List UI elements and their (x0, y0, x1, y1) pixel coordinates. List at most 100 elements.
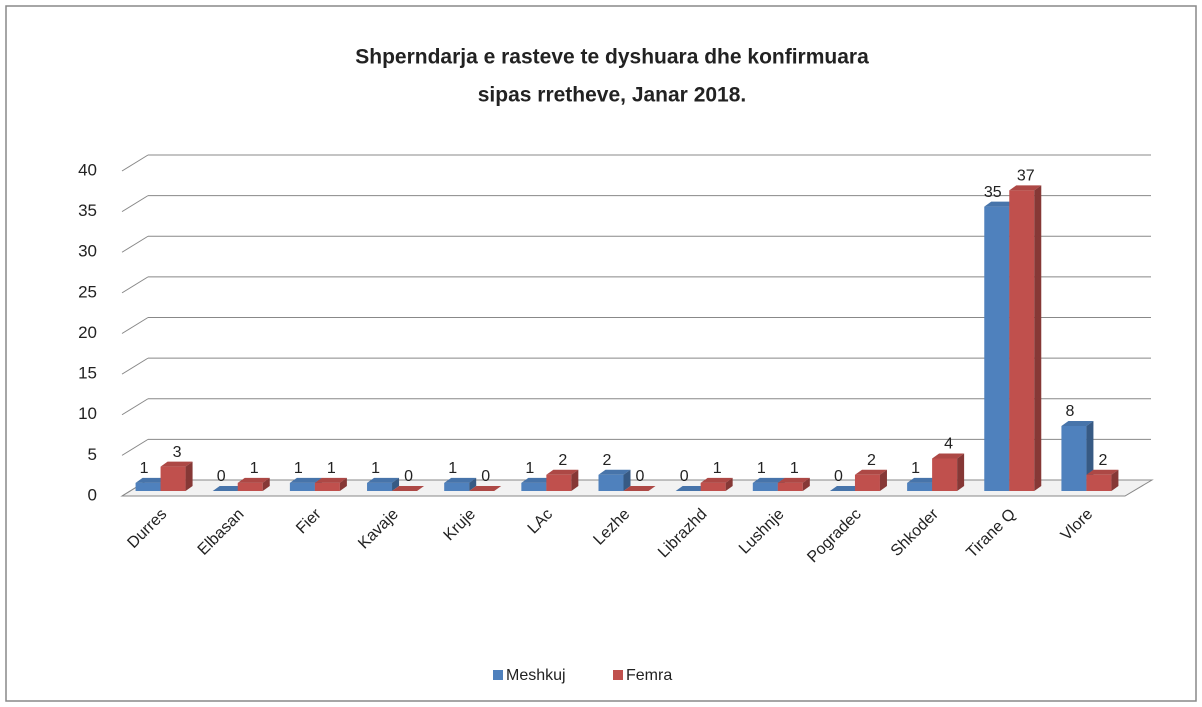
bar-top (135, 477, 168, 483)
bar-front (1061, 426, 1087, 491)
grid-line (121, 235, 149, 253)
bar-front (932, 458, 958, 491)
y-tick-label: 20 (78, 323, 97, 342)
bar-top (1009, 185, 1042, 191)
bar-side (957, 453, 965, 491)
bar-front (546, 474, 572, 491)
data-label: 37 (1017, 168, 1035, 185)
bar-top (237, 477, 270, 483)
grid-line (121, 154, 149, 172)
grid-line (121, 357, 149, 375)
data-label: 1 (250, 460, 259, 477)
y-tick-label: 30 (78, 242, 97, 261)
bar-side (1034, 185, 1042, 491)
legend-swatch (613, 670, 623, 680)
data-label: 0 (680, 468, 689, 485)
bar-side (571, 469, 579, 491)
y-tick-label: 15 (78, 364, 97, 383)
y-tick-label: 5 (88, 445, 97, 464)
data-label: 4 (944, 436, 953, 453)
bar-front (777, 482, 803, 491)
data-label: 3 (173, 444, 182, 461)
y-tick-label: 40 (78, 160, 97, 179)
bar-top (907, 477, 940, 483)
data-label: 1 (911, 460, 920, 477)
grid-line (121, 195, 149, 213)
bar-front (237, 482, 263, 491)
bar-side (879, 469, 887, 491)
bar-top (752, 477, 785, 483)
bar-top (598, 469, 631, 475)
bar-top (1086, 469, 1119, 475)
grid-line (121, 276, 149, 294)
data-label: 8 (1065, 403, 1074, 420)
legend-label: Femra (626, 667, 672, 684)
bar-front (854, 474, 880, 491)
bar-front (160, 466, 186, 491)
bar-front (135, 482, 161, 491)
grid-line (121, 317, 149, 334)
legend-label: Meshkuj (506, 667, 566, 684)
bar-side (339, 477, 347, 491)
chart-title: sipas rretheve, Janar 2018. (478, 84, 747, 107)
y-tick-label: 25 (78, 282, 97, 301)
data-label: 0 (217, 468, 226, 485)
bar-top (521, 477, 554, 483)
bar-top (444, 477, 477, 483)
bar-front (289, 482, 315, 491)
grid-line (121, 438, 149, 456)
data-label: 0 (834, 468, 843, 485)
bar-front (598, 474, 624, 491)
y-tick-label: 0 (88, 485, 97, 504)
legend-swatch (493, 670, 503, 680)
bar-top (829, 486, 862, 491)
bar-top (546, 469, 579, 475)
data-label: 2 (558, 452, 567, 469)
bar-side (392, 477, 400, 491)
bar-front (984, 206, 1010, 491)
bar-side (802, 477, 810, 491)
y-tick-label: 35 (78, 201, 97, 220)
bar-top (777, 477, 810, 483)
bar-front (367, 482, 393, 491)
data-label: 1 (757, 460, 766, 477)
data-label: 1 (140, 460, 149, 477)
data-label: 1 (294, 460, 303, 477)
data-label: 2 (867, 452, 876, 469)
bar-front (1086, 474, 1112, 491)
bar-top (675, 486, 708, 491)
bar-top (1061, 421, 1094, 426)
data-label: 2 (1098, 452, 1107, 469)
bar-side (262, 477, 270, 491)
bar-side (725, 477, 733, 491)
bar-side (185, 461, 193, 491)
bar-top (392, 486, 425, 491)
data-label: 1 (448, 460, 457, 477)
grid-line (121, 398, 149, 416)
data-label: 1 (790, 460, 799, 477)
data-label: 2 (603, 452, 612, 469)
bar-top (700, 477, 733, 483)
bar-top (984, 201, 1017, 207)
data-label: 1 (327, 460, 336, 477)
data-label: 1 (713, 460, 722, 477)
data-label: 0 (481, 468, 490, 485)
bar-top (854, 469, 887, 475)
data-label: 1 (525, 460, 534, 477)
bar-top (212, 486, 245, 491)
bar-top (623, 486, 656, 491)
bar-side (623, 469, 631, 491)
bar-front (444, 482, 470, 491)
data-label: 0 (636, 468, 645, 485)
bar-top (289, 477, 322, 483)
bar-front (700, 482, 726, 491)
bar-side (469, 477, 477, 491)
data-label: 1 (371, 460, 380, 477)
bar-top (160, 461, 193, 467)
bar-front (1009, 190, 1035, 491)
bar-side (1111, 469, 1119, 491)
bar-top (469, 486, 502, 491)
bar-top (932, 453, 965, 459)
bar-front (907, 482, 933, 491)
